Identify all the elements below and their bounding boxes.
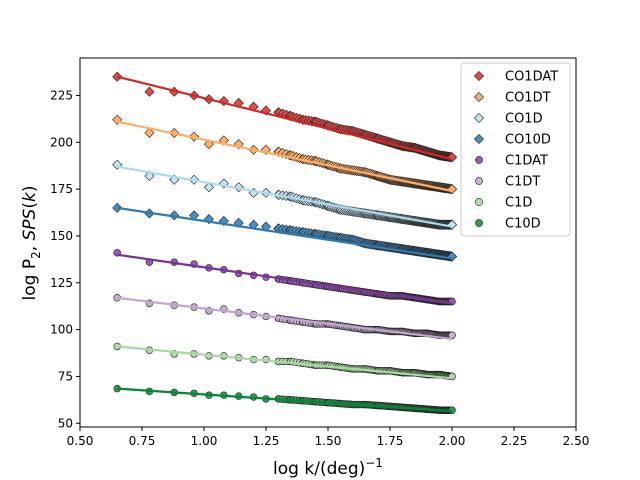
fit-line	[117, 206, 453, 260]
y-tick-label: 150	[50, 229, 73, 243]
legend-marker	[473, 70, 485, 82]
legend-items: CO1DAT CO1DT CO1D CO10D C1DAT C1DT C1D C10D	[473, 70, 558, 232]
legend-marker	[475, 156, 483, 164]
y-axis-label: log P2, SPS(k)	[20, 185, 43, 300]
y-tick-label: 75	[58, 369, 73, 383]
x-tick-label: 0.75	[129, 434, 156, 448]
data-point	[144, 86, 155, 97]
x-tick-label: 2.50	[563, 434, 590, 448]
legend-label: CO10D	[505, 133, 551, 148]
series-co1dat	[112, 71, 458, 163]
y-tick-label: 225	[50, 88, 73, 102]
fit-line	[117, 296, 453, 341]
series-c1dt	[113, 294, 456, 341]
y-axis-label-part-5: (	[20, 202, 40, 209]
series-c1d	[113, 342, 456, 381]
plot-content	[112, 71, 458, 414]
y-tick-label: 175	[50, 182, 73, 196]
legend-item: C1D	[475, 196, 532, 211]
legend-marker	[473, 91, 485, 103]
y-axis-label-part-1: log P	[20, 259, 40, 301]
x-tick-label: 2.25	[501, 434, 528, 448]
legend-label: C1DT	[505, 175, 540, 190]
data-point	[203, 182, 214, 193]
y-tick-label: 200	[50, 135, 73, 149]
x-axis-label: log k/(deg)−1	[273, 456, 383, 479]
legend-box	[460, 62, 571, 237]
legend-item: C1DAT	[475, 154, 548, 169]
fit-line	[116, 75, 453, 161]
fit-line	[117, 387, 453, 413]
series-co1dt	[112, 114, 458, 195]
x-tick-label: 0.50	[67, 434, 94, 448]
data-point	[144, 127, 155, 138]
legend-marker	[475, 198, 483, 206]
x-axis-label-text: log k/(deg)	[273, 459, 365, 479]
legend-item: CO1DAT	[473, 70, 558, 85]
legend-marker	[475, 177, 483, 185]
fit-line	[117, 253, 453, 305]
y-axis-label-subscript: 2	[29, 251, 43, 259]
y-axis-label-part-3: ,	[20, 240, 40, 251]
x-tick-label: 1.75	[377, 434, 404, 448]
y-axis-ticks: 50 75 100 125 150 175 200 225	[50, 88, 80, 430]
legend-marker	[473, 112, 485, 124]
legend-label: CO1DT	[505, 91, 551, 106]
legend-item: CO1DT	[473, 91, 551, 106]
legend-item: C10D	[475, 217, 541, 232]
series-c10d	[113, 384, 456, 414]
series-c1dat	[113, 249, 456, 306]
legend-label: C1D	[505, 196, 532, 211]
legend-marker	[473, 133, 485, 145]
legend-item: CO10D	[473, 133, 551, 148]
y-axis-label-part-6: k	[20, 191, 40, 202]
y-tick-label: 50	[58, 416, 73, 430]
legend-label: C1DAT	[505, 154, 548, 169]
x-tick-label: 2.00	[439, 434, 466, 448]
x-tick-label: 1.00	[191, 434, 218, 448]
legend-label: CO1DAT	[505, 70, 558, 85]
legend-marker	[475, 219, 483, 227]
x-axis-ticks: 0.50 0.75 1.00 1.25 1.50 1.75 2.00 2.25 2.50	[67, 427, 590, 448]
fit-line	[116, 120, 453, 193]
x-tick-label: 1.50	[315, 434, 342, 448]
fit-line	[117, 345, 453, 380]
legend: CO1DAT CO1DT CO1D CO10D C1DAT C1DT C1D C10D	[460, 62, 571, 237]
series-co10d	[112, 202, 458, 262]
series-co1d	[112, 159, 458, 230]
legend-label: CO1D	[505, 112, 543, 127]
legend-item: C1DT	[475, 175, 540, 190]
y-axis-label-part-7: )	[20, 185, 40, 192]
x-tick-label: 1.25	[253, 434, 280, 448]
y-tick-label: 125	[50, 276, 73, 290]
x-axis-label-exponent: −1	[365, 456, 383, 470]
y-axis-label-part-4: SPS	[20, 208, 40, 240]
legend-label: C10D	[505, 217, 541, 232]
y-tick-label: 100	[50, 323, 73, 337]
legend-item: CO1D	[473, 112, 543, 127]
fit-line	[117, 165, 453, 228]
